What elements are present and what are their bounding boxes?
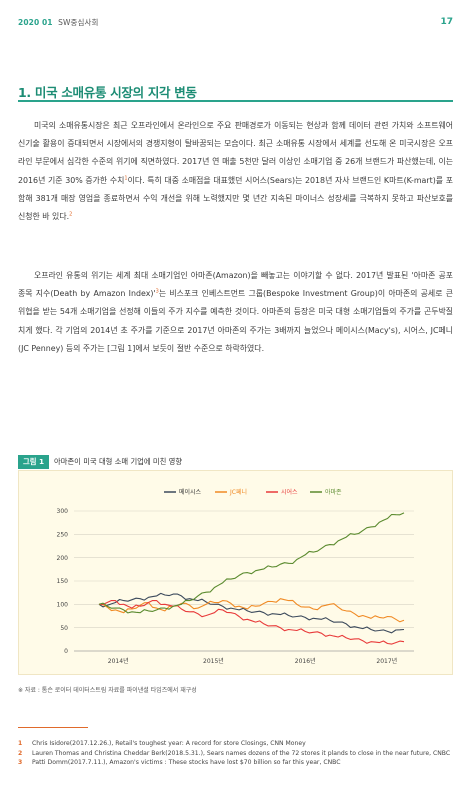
figure-badge: 그림 1 bbox=[18, 455, 50, 469]
header-left: 2020 01 SW중심사회 bbox=[18, 17, 99, 28]
footnote-ref-1[interactable]: 1 bbox=[124, 174, 128, 181]
y-tick-label: 250 bbox=[57, 532, 69, 539]
footnote-ref-3[interactable]: 3 bbox=[155, 288, 159, 295]
paragraph-1-text-b: 이다. 특히 대중 소매점을 대표했던 시어스(Sears)는 2018년 자사… bbox=[18, 175, 453, 222]
y-tick-label: 200 bbox=[57, 555, 69, 562]
footnote-text: Chris Isidore(2017.12.26.), Retail's tou… bbox=[32, 740, 306, 747]
figure-title: 아마존이 미국 대형 소매 기업에 미친 영향 bbox=[54, 457, 183, 466]
footnote-number: 2 bbox=[18, 749, 23, 757]
footnote-divider bbox=[18, 727, 88, 728]
y-tick-label: 50 bbox=[60, 625, 68, 632]
footnote-text: Lauren Thomas and Christina Cheddar Berk… bbox=[32, 749, 451, 757]
chart-container: 0 50 100 150 200 250 300 2014년 2015년 2016년 2017년 메이… bbox=[18, 470, 453, 675]
paragraph-1: 미국의 소매유통시장은 최근 오프라인에서 온라인으로 주요 판매경로가 이동되… bbox=[18, 117, 453, 226]
footnote-1: 1 Chris Isidore(2017.12.26.), Retail's t… bbox=[18, 740, 453, 749]
y-tick-label: 150 bbox=[57, 578, 69, 585]
line-chart: 0 50 100 150 200 250 300 2014년 2015년 2016년 2017년 메이… bbox=[57, 488, 414, 665]
magazine-name: SW중심사회 bbox=[58, 17, 99, 27]
legend-label: 메이시스 bbox=[179, 488, 202, 496]
footnote-2: 2 Lauren Thomas and Christina Cheddar Be… bbox=[18, 750, 453, 759]
series-line-3 bbox=[98, 512, 405, 614]
paragraph-2: 오프라인 유통의 위기는 세계 최대 소매기업인 아마존(Amazon)을 빼놓… bbox=[18, 267, 453, 358]
legend-label: JC페니 bbox=[229, 488, 247, 496]
footnotes: 1 Chris Isidore(2017.12.26.), Retail's t… bbox=[18, 740, 453, 769]
issue-label: 2020 01 bbox=[18, 17, 53, 27]
paragraph-2-text-a: 오프라인 유통의 위기는 세계 최대 소매기업인 아마존(Amazon)을 빼놓… bbox=[18, 271, 453, 299]
section-title: 1. 미국 소매유통 시장의 지각 변동 bbox=[18, 85, 197, 100]
figure-source: ※ 자료 : 톰슨 로이터 데이터스트림 자료를 파이낸셜 타임즈에서 재구성 bbox=[18, 687, 197, 694]
series-line-1 bbox=[98, 598, 405, 623]
page-number: 17 bbox=[440, 17, 453, 27]
footnote-3: 3 Patti Domm(2017.7.11.), Amazon's victi… bbox=[18, 759, 453, 768]
legend-label: 아마존 bbox=[325, 488, 342, 496]
legend-label: 시어스 bbox=[281, 488, 298, 496]
series-line-0 bbox=[98, 592, 405, 634]
footnote-number: 3 bbox=[18, 759, 23, 766]
series-line-2 bbox=[98, 599, 405, 645]
footnote-text: Patti Domm(2017.7.11.), Amazon's victims… bbox=[32, 759, 341, 766]
section-divider bbox=[18, 100, 453, 102]
y-tick-label: 0 bbox=[64, 648, 68, 655]
paragraph-2-text-b: 는 비스포크 인베스트먼트 그룹(Bespoke Investment Grou… bbox=[18, 289, 453, 353]
footnote-ref-2[interactable]: 2 bbox=[69, 211, 73, 218]
page-header: 2020 01 SW중심사회 17 bbox=[18, 14, 453, 30]
x-tick-label: 2014년 bbox=[108, 657, 129, 665]
y-tick-label: 300 bbox=[57, 508, 69, 515]
y-tick-label: 100 bbox=[57, 602, 69, 609]
x-tick-label: 2017년 bbox=[376, 657, 397, 665]
paragraph-1-text-a: 미국의 소매유통시장은 최근 오프라인에서 온라인으로 주요 판매경로가 이동되… bbox=[18, 121, 453, 185]
x-tick-label: 2015년 bbox=[203, 657, 224, 665]
x-tick-label: 2016년 bbox=[295, 657, 316, 665]
footnote-number: 1 bbox=[18, 740, 23, 747]
figure-caption: 그림 1 아마존이 미국 대형 소매 기업에 미친 영향 bbox=[18, 455, 182, 469]
